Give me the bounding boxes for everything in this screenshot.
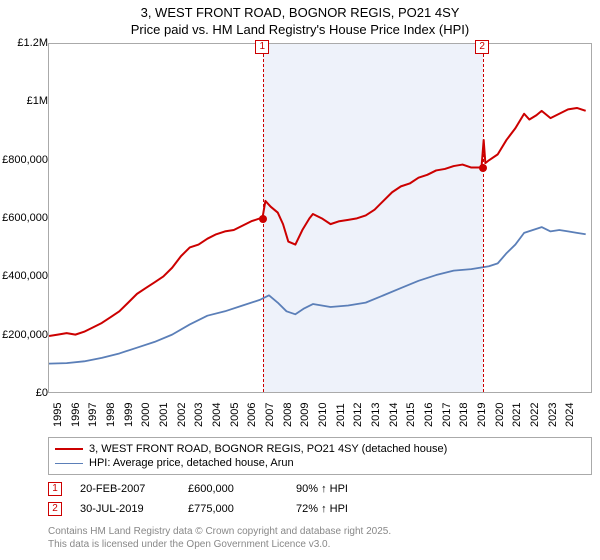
x-tick-label: 2006 xyxy=(246,403,258,427)
footer-licence: This data is licensed under the Open Gov… xyxy=(48,538,592,551)
series-line-subject xyxy=(49,108,586,336)
x-tick-label: 2024 xyxy=(564,403,576,427)
x-tick-label: 2000 xyxy=(140,403,152,427)
marker-badge-icon: 1 xyxy=(48,482,62,496)
marker-badge-icon: 2 xyxy=(48,502,62,516)
y-tick-label: £0 xyxy=(36,387,48,399)
x-tick-label: 2007 xyxy=(264,403,276,427)
legend-item-hpi: HPI: Average price, detached house, Arun xyxy=(55,456,585,470)
marker-dot-icon xyxy=(479,164,487,172)
x-tick-label: 2009 xyxy=(299,403,311,427)
sales-table: 1 20-FEB-2007 £600,000 90% ↑ HPI 2 30-JU… xyxy=(48,479,592,519)
sale-date: 30-JUL-2019 xyxy=(80,503,170,515)
y-tick-label: £1.2M xyxy=(17,37,48,49)
y-tick-label: £200,000 xyxy=(2,329,48,341)
series-line-hpi xyxy=(49,227,586,363)
x-tick-label: 2018 xyxy=(458,403,470,427)
x-tick-label: 2011 xyxy=(335,403,347,427)
x-tick-label: 2012 xyxy=(352,403,364,427)
x-tick-label: 1997 xyxy=(87,403,99,427)
x-tick-label: 2015 xyxy=(405,403,417,427)
legend: 3, WEST FRONT ROAD, BOGNOR REGIS, PO21 4… xyxy=(48,437,592,475)
x-tick-label: 2014 xyxy=(388,403,400,427)
sale-row: 1 20-FEB-2007 £600,000 90% ↑ HPI xyxy=(48,479,592,499)
sale-vs-hpi: 90% ↑ HPI xyxy=(296,483,386,495)
x-tick-label: 2001 xyxy=(158,403,170,427)
marker-vline xyxy=(483,44,484,392)
sale-row: 2 30-JUL-2019 £775,000 72% ↑ HPI xyxy=(48,499,592,519)
x-tick-label: 1998 xyxy=(105,403,117,427)
x-tick-label: 2017 xyxy=(441,403,453,427)
figure: 3, WEST FRONT ROAD, BOGNOR REGIS, PO21 4… xyxy=(0,0,600,560)
x-tick-label: 1999 xyxy=(123,403,135,427)
legend-label: HPI: Average price, detached house, Arun xyxy=(89,457,294,469)
x-tick-label: 2016 xyxy=(423,403,435,427)
legend-item-subject: 3, WEST FRONT ROAD, BOGNOR REGIS, PO21 4… xyxy=(55,442,585,456)
sale-price: £600,000 xyxy=(188,483,278,495)
marker-badge-icon: 2 xyxy=(475,40,489,54)
x-tick-label: 2003 xyxy=(193,403,205,427)
sale-price: £775,000 xyxy=(188,503,278,515)
x-tick-label: 2008 xyxy=(282,403,294,427)
footer: Contains HM Land Registry data © Crown c… xyxy=(48,525,592,551)
x-tick-label: 1995 xyxy=(52,403,64,427)
title-line1: 3, WEST FRONT ROAD, BOGNOR REGIS, PO21 4… xyxy=(0,0,600,22)
y-tick-label: £600,000 xyxy=(2,212,48,224)
sale-date: 20-FEB-2007 xyxy=(80,483,170,495)
chart-svg xyxy=(49,44,591,393)
x-tick-label: 2021 xyxy=(511,403,523,427)
marker-dot-icon xyxy=(259,215,267,223)
title-line2: Price paid vs. HM Land Registry's House … xyxy=(0,22,600,37)
x-tick-label: 2023 xyxy=(547,403,559,427)
footer-copyright: Contains HM Land Registry data © Crown c… xyxy=(48,525,592,538)
legend-label: 3, WEST FRONT ROAD, BOGNOR REGIS, PO21 4… xyxy=(89,443,447,455)
x-tick-label: 2013 xyxy=(370,403,382,427)
x-tick-label: 2004 xyxy=(211,403,223,427)
x-tick-label: 2020 xyxy=(494,403,506,427)
x-tick-label: 2022 xyxy=(529,403,541,427)
y-tick-label: £800,000 xyxy=(2,154,48,166)
chart-area xyxy=(48,43,592,393)
legend-swatch-icon xyxy=(55,463,83,464)
sale-vs-hpi: 72% ↑ HPI xyxy=(296,503,386,515)
x-tick-label: 1996 xyxy=(70,403,82,427)
y-tick-label: £400,000 xyxy=(2,270,48,282)
x-tick-label: 2002 xyxy=(176,403,188,427)
y-tick-label: £1M xyxy=(27,95,48,107)
x-tick-label: 2010 xyxy=(317,403,329,427)
marker-badge-icon: 1 xyxy=(255,40,269,54)
x-tick-label: 2005 xyxy=(229,403,241,427)
x-tick-label: 2019 xyxy=(476,403,488,427)
legend-swatch-icon xyxy=(55,448,83,450)
